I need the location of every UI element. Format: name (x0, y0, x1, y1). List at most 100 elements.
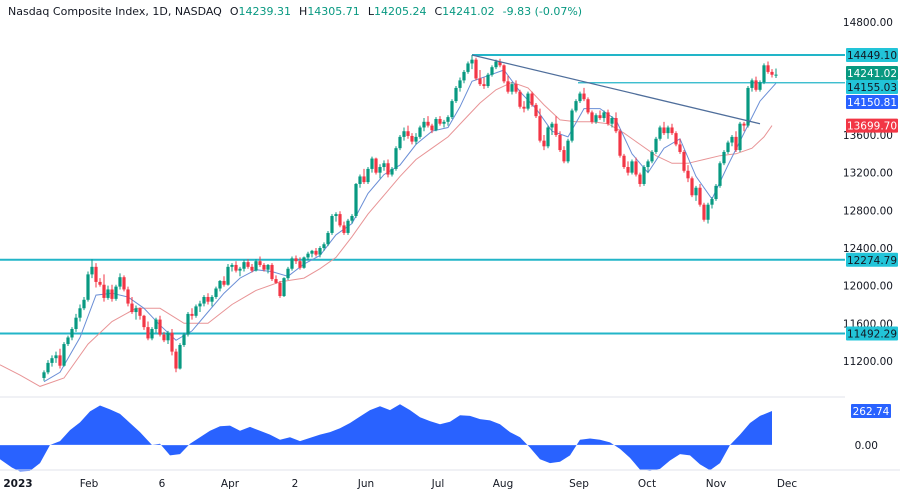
time-axis[interactable]: 2023 Feb 6 Apr 2 Jun Jul Aug Sep Oct Nov Dec (3, 478, 797, 490)
candle (438, 116, 442, 126)
candle (630, 159, 634, 175)
candle (50, 355, 54, 367)
candle (206, 293, 210, 305)
candle (70, 327, 74, 341)
candle (622, 153, 626, 169)
candle (570, 108, 574, 143)
candle (718, 161, 722, 188)
price-axis[interactable]: 14800.00 13600.00 13200.00 12800.00 12400.00… (843, 17, 893, 368)
candle (146, 321, 150, 341)
candle (178, 343, 182, 370)
price-tick-label: 12400.00 (843, 243, 893, 255)
candle (274, 275, 278, 284)
time-tick-label: Nov (706, 478, 727, 490)
candle (606, 109, 610, 126)
change-value: -9.83 (-0.07%) (502, 4, 583, 18)
candle (394, 146, 398, 171)
candle (142, 314, 146, 330)
candle (258, 256, 262, 267)
candle (670, 123, 674, 136)
candle (250, 264, 254, 273)
candle (98, 278, 102, 287)
candle (722, 150, 726, 166)
horizontal-levels[interactable] (0, 54, 845, 335)
time-tick-label: Jun (357, 478, 374, 490)
candle (102, 274, 106, 302)
candle (338, 211, 342, 228)
candle (774, 68, 778, 79)
candle (710, 197, 714, 209)
candle (222, 276, 226, 287)
close-value: C14241.02 (434, 4, 495, 18)
candle (198, 300, 202, 313)
candle (650, 150, 654, 164)
candle (538, 108, 542, 143)
candle (314, 248, 318, 257)
candle (354, 183, 358, 218)
candle (262, 263, 266, 272)
candle (658, 125, 662, 141)
candle (366, 167, 370, 184)
candle (174, 348, 178, 373)
high-value: H14305.71 (299, 4, 360, 18)
candle (74, 313, 78, 332)
osc-value-tag: 262.74 (851, 404, 891, 418)
price-tick-label: 13200.00 (843, 168, 893, 180)
candle (602, 110, 606, 122)
candle (562, 146, 566, 164)
trendline[interactable] (471, 54, 761, 125)
candle (54, 351, 58, 363)
candle (642, 165, 646, 186)
candle (386, 159, 390, 178)
candle (598, 110, 602, 120)
svg-text:262.74: 262.74 (853, 406, 890, 418)
candle (478, 70, 482, 87)
candle (350, 214, 354, 224)
time-tick-label: Apr (221, 478, 240, 490)
chart-header: Nasdaq Composite Index, 1D, NASDAQ O1423… (8, 2, 582, 20)
candle (742, 121, 746, 132)
candle (118, 273, 122, 290)
candle (138, 307, 142, 320)
candle (78, 304, 82, 322)
svg-text:14241.02: 14241.02 (847, 68, 897, 80)
candle (58, 348, 62, 369)
candle (518, 89, 522, 109)
candle (266, 264, 270, 274)
moving-averages (0, 69, 777, 387)
candle (510, 82, 514, 95)
time-tick-label: Aug (493, 478, 514, 490)
candle (342, 221, 346, 235)
candle (694, 185, 698, 201)
candle (582, 87, 586, 102)
candle (214, 286, 218, 299)
svg-text:14150.81: 14150.81 (847, 97, 897, 109)
price-tag: 13699.70 (846, 118, 898, 133)
candle (62, 342, 66, 367)
candle (290, 256, 294, 271)
candle (618, 129, 622, 158)
candle (390, 167, 394, 177)
candle (286, 266, 290, 281)
descending-trendline[interactable] (471, 54, 761, 125)
time-tick-label: 2 (292, 478, 299, 490)
candle (558, 131, 562, 152)
candle (246, 259, 250, 269)
candle (378, 164, 382, 179)
candle (302, 256, 306, 269)
time-tick-label: Dec (777, 478, 798, 490)
symbol-title: Nasdaq Composite Index, 1D, NASDAQ (8, 4, 222, 18)
open-value: O14239.31 (229, 4, 292, 18)
time-tick-label: Sep (569, 478, 589, 490)
candle (90, 259, 94, 279)
candle (766, 61, 770, 74)
price-tick-label: 13600.00 (843, 130, 893, 142)
candle (706, 202, 710, 224)
candle (574, 99, 578, 113)
candle (674, 131, 678, 147)
candle (754, 76, 758, 92)
candle (294, 255, 298, 265)
candle (486, 72, 490, 88)
candle (590, 110, 594, 124)
